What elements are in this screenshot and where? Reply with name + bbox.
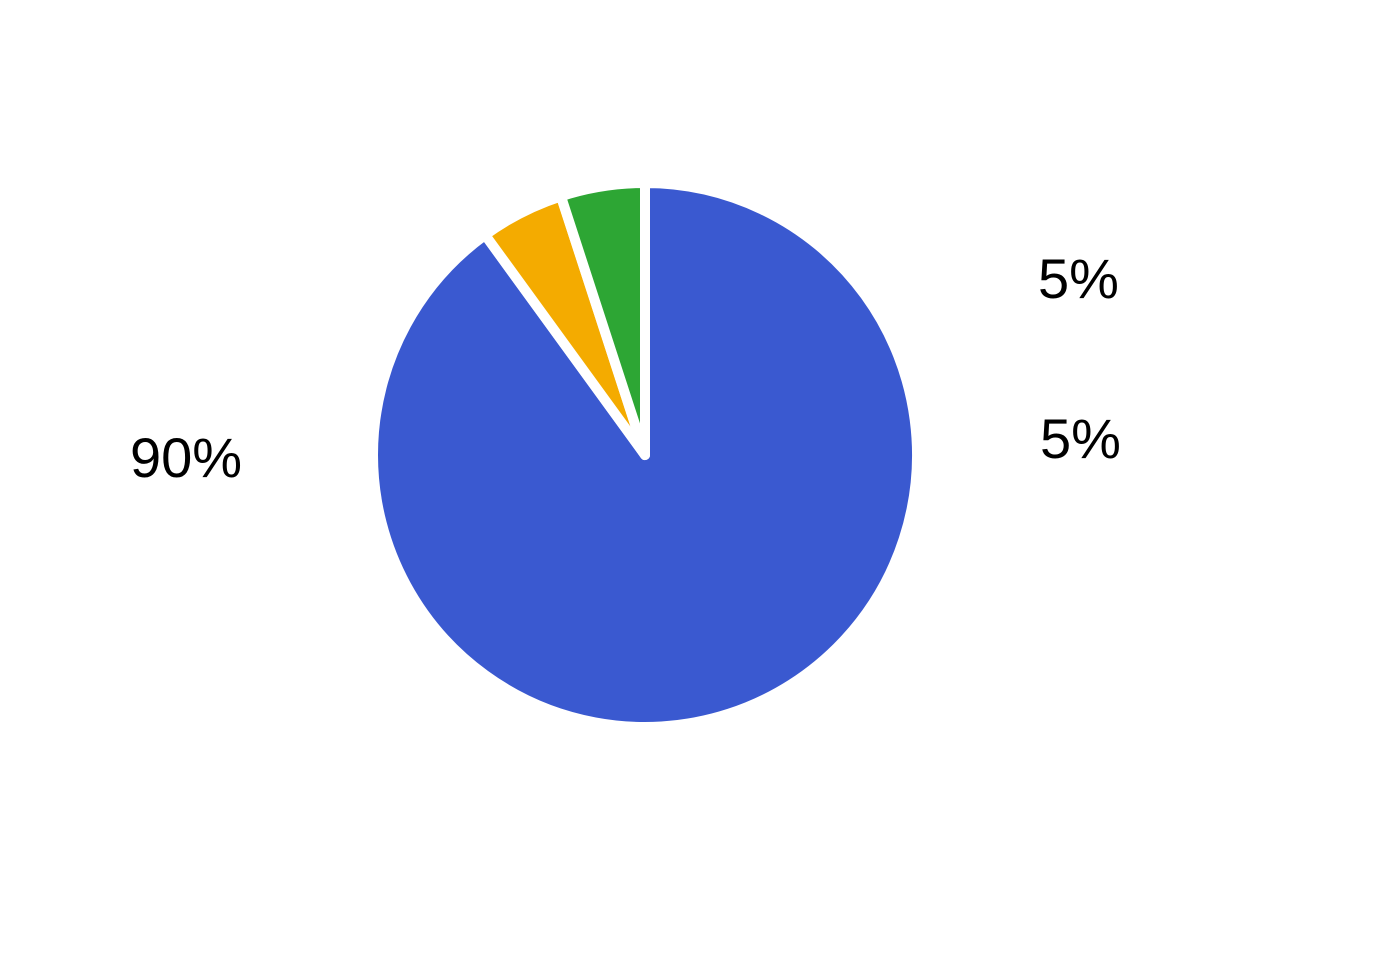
slice-label-2: 5% — [1038, 246, 1119, 311]
pie-chart — [363, 173, 927, 737]
slice-label-1: 5% — [1040, 406, 1121, 471]
slice-label-0: 90% — [130, 425, 242, 490]
chart-stage: 90% 5% 5% — [0, 0, 1400, 980]
